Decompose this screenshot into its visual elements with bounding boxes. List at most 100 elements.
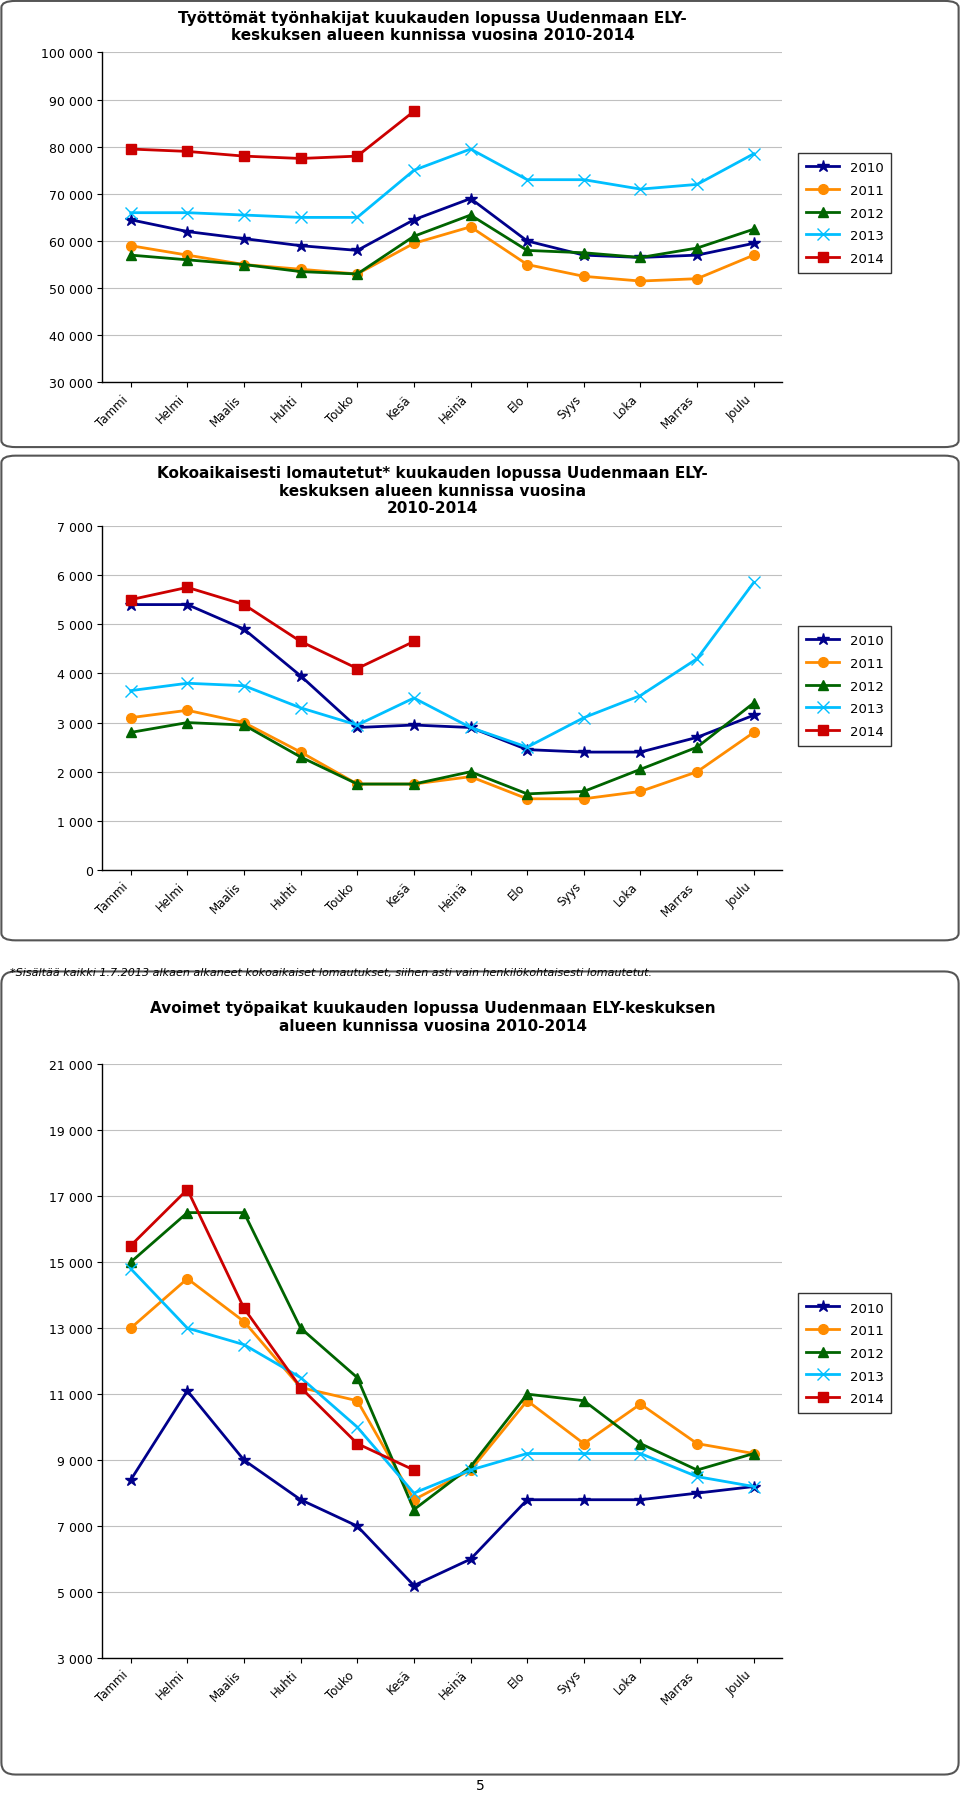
2012 xyxy=(408,1500,420,1521)
2011 xyxy=(465,1460,476,1482)
2012 xyxy=(351,1368,363,1390)
2010 xyxy=(238,1449,250,1471)
2012 xyxy=(465,204,476,226)
2012 xyxy=(181,712,193,734)
2010 xyxy=(181,595,193,616)
2013 xyxy=(748,573,759,595)
2010 xyxy=(635,1489,646,1511)
2013 xyxy=(465,139,476,161)
2013 xyxy=(295,698,306,719)
2011 xyxy=(351,264,363,286)
2012 xyxy=(691,737,703,759)
2010 xyxy=(521,739,533,761)
2012 xyxy=(465,1456,476,1478)
2013 xyxy=(521,1442,533,1464)
2011 xyxy=(578,266,589,287)
2012 xyxy=(635,248,646,269)
2012 xyxy=(521,784,533,806)
2010 xyxy=(408,716,420,737)
2012 xyxy=(635,759,646,781)
2013 xyxy=(691,649,703,670)
2010 xyxy=(351,1516,363,1538)
2011 xyxy=(521,788,533,810)
2012 xyxy=(748,692,759,714)
2014 xyxy=(238,146,250,168)
Line: 2011: 2011 xyxy=(126,222,758,287)
2013 xyxy=(238,204,250,226)
2010 xyxy=(181,222,193,244)
2013 xyxy=(295,208,306,229)
Legend: 2010, 2011, 2012, 2013, 2014: 2010, 2011, 2012, 2013, 2014 xyxy=(798,154,892,275)
2012 xyxy=(181,249,193,271)
2011 xyxy=(238,1310,250,1332)
Line: 2014: 2014 xyxy=(126,584,419,674)
2011 xyxy=(295,743,306,764)
Line: 2010: 2010 xyxy=(125,193,760,264)
Line: 2013: 2013 xyxy=(125,576,760,754)
2011 xyxy=(635,781,646,802)
2012 xyxy=(125,1252,136,1274)
2014 xyxy=(181,141,193,163)
2013 xyxy=(521,737,533,759)
2010 xyxy=(181,1381,193,1402)
2011 xyxy=(408,233,420,255)
2010 xyxy=(351,240,363,262)
2010 xyxy=(691,246,703,267)
2010 xyxy=(578,1489,589,1511)
Line: 2012: 2012 xyxy=(126,211,758,280)
2011 xyxy=(465,217,476,239)
Text: Työttömät työnhakijat kuukauden lopussa Uudenmaan ELY-
keskuksen alueen kunnissa: Työttömät työnhakijat kuukauden lopussa … xyxy=(179,11,687,43)
2013 xyxy=(465,717,476,739)
2013 xyxy=(238,676,250,698)
2010 xyxy=(521,1489,533,1511)
Line: 2012: 2012 xyxy=(126,699,758,799)
2010 xyxy=(748,233,759,255)
2013 xyxy=(691,175,703,197)
2011 xyxy=(238,712,250,734)
2013 xyxy=(408,688,420,710)
Line: 2011: 2011 xyxy=(126,1274,758,1505)
2011 xyxy=(578,788,589,810)
2013 xyxy=(181,1317,193,1339)
2012 xyxy=(465,761,476,782)
2014 xyxy=(295,148,306,170)
2014 xyxy=(408,1460,420,1482)
Line: 2010: 2010 xyxy=(125,598,760,759)
2011 xyxy=(295,1377,306,1399)
2012 xyxy=(635,1433,646,1455)
2013 xyxy=(635,1442,646,1464)
2011 xyxy=(748,723,759,744)
2010 xyxy=(295,235,306,257)
2011 xyxy=(181,699,193,721)
2010 xyxy=(691,1482,703,1503)
2011 xyxy=(125,1317,136,1339)
2011 xyxy=(351,1390,363,1411)
2014 xyxy=(295,631,306,652)
2011 xyxy=(181,246,193,267)
2012 xyxy=(578,1390,589,1411)
2013 xyxy=(295,1368,306,1390)
2010 xyxy=(125,1469,136,1491)
FancyBboxPatch shape xyxy=(1,2,959,448)
2011 xyxy=(408,1489,420,1511)
2013 xyxy=(748,145,759,166)
2010 xyxy=(748,705,759,726)
2011 xyxy=(635,1393,646,1415)
2010 xyxy=(238,229,250,251)
2014 xyxy=(125,139,136,161)
2012 xyxy=(691,1460,703,1482)
Line: 2010: 2010 xyxy=(125,1384,760,1592)
2012 xyxy=(351,264,363,286)
2010 xyxy=(748,1476,759,1498)
2011 xyxy=(238,255,250,276)
2010 xyxy=(408,210,420,231)
2013 xyxy=(351,1417,363,1438)
2010 xyxy=(125,210,136,231)
2010 xyxy=(408,1574,420,1597)
2011 xyxy=(125,707,136,728)
2013 xyxy=(351,208,363,229)
2013 xyxy=(238,1334,250,1355)
2011 xyxy=(578,1433,589,1455)
2013 xyxy=(578,707,589,728)
Line: 2011: 2011 xyxy=(126,707,758,804)
